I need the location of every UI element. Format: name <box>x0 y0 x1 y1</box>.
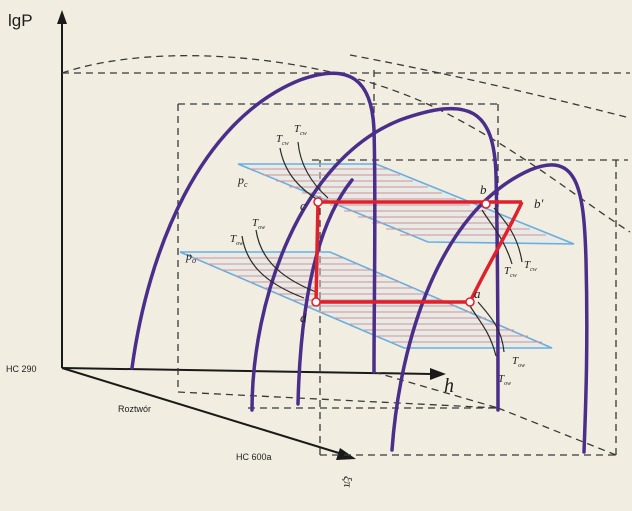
y-axis-label: lgP <box>8 11 33 30</box>
temp-label-right-lower-b: Tow <box>498 373 511 387</box>
temp-label-lower-b: Tow <box>252 217 265 231</box>
depth-mid-label: Roztwór <box>118 404 151 414</box>
x-axis-line <box>61 367 433 375</box>
pressure-label-upper: pc <box>237 173 248 189</box>
temp-label-right-upper-b: Tcw <box>524 259 537 273</box>
point-label-a: a <box>474 286 481 301</box>
depth-axis-line <box>61 367 343 455</box>
temp-label-upper-a: Tcw <box>276 133 289 147</box>
pressure-label-lower: po <box>185 249 196 265</box>
point-label-b: b <box>480 182 487 197</box>
x-axis-arrow <box>430 368 446 380</box>
origin-label: HC 290 <box>6 364 37 374</box>
temp-label-lower-a: Tow <box>230 233 243 247</box>
point-label-c: c <box>300 198 306 213</box>
y-axis-arrow <box>57 10 67 24</box>
point-label-b-prime: b' <box>534 196 544 211</box>
saturation-domes <box>130 71 589 454</box>
dome-hc600a <box>390 163 589 454</box>
isobar-plane-upper <box>237 163 575 245</box>
depth-end-label: HC 600a <box>236 452 272 462</box>
dome-hc290 <box>130 71 377 374</box>
temp-label-right-upper-a: Tcw <box>504 265 517 279</box>
x-axis-label: h <box>444 375 454 397</box>
depth-axis-arrow <box>336 448 356 460</box>
temp-label-upper-b: Tcw <box>294 123 307 137</box>
axes <box>57 10 446 460</box>
point-label-d: d <box>300 310 307 325</box>
cycle-points <box>311 197 491 307</box>
temp-label-right-lower-a: Tow <box>512 355 525 369</box>
depth-axis-label: ξπ <box>341 476 355 488</box>
isotherms <box>241 141 523 357</box>
